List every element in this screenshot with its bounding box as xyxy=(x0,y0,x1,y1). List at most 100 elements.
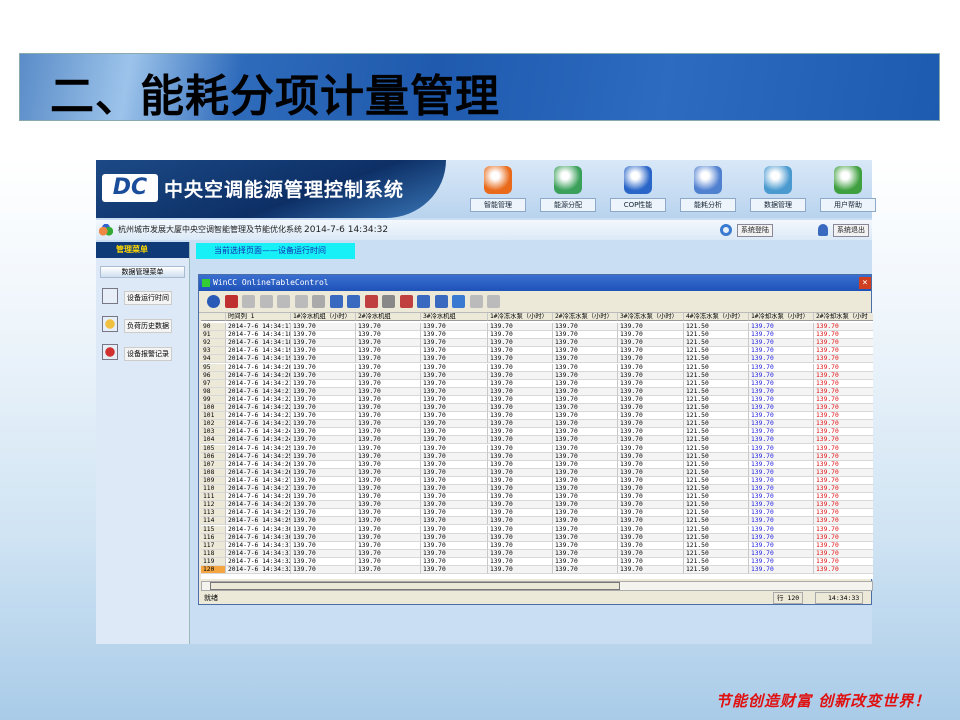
prev-icon[interactable] xyxy=(259,295,273,308)
table-cell: 121.50 xyxy=(684,517,749,526)
table-cell: 139.70 xyxy=(421,476,488,485)
system-login-button[interactable]: 系统登陆 xyxy=(737,224,773,237)
table-cell: 139.70 xyxy=(356,379,421,388)
table-cell: 139.70 xyxy=(553,436,618,445)
table-cell: 139.70 xyxy=(291,444,356,453)
help-icon[interactable] xyxy=(207,295,220,308)
table-row[interactable]: 97 2014-7-6 14:34:21 139.70 139.70 139.70 139… xyxy=(201,379,873,388)
pause-icon[interactable] xyxy=(434,295,448,308)
table-row[interactable]: 110 2014-7-6 14:34:27 139.70 139.70 139.70 13… xyxy=(201,485,873,494)
table-cell: 139.70 xyxy=(421,331,488,340)
table-cell: 139.70 xyxy=(291,493,356,502)
table-row[interactable]: 99 2014-7-6 14:34:22 139.70 139.70 139.70 139… xyxy=(201,395,873,404)
edit-icon[interactable] xyxy=(312,295,325,308)
column-header: 2#冷冻水泵（小时） xyxy=(553,313,618,322)
row-number: 91 xyxy=(201,331,226,340)
table-row[interactable]: 105 2014-7-6 14:34:25 139.70 139.70 139.70 13… xyxy=(201,444,873,453)
table-cell: 139.70 xyxy=(618,379,684,388)
table-cell: 139.70 xyxy=(291,347,356,356)
table-cell: 139.70 xyxy=(291,436,356,445)
table-row[interactable]: 107 2014-7-6 14:34:26 139.70 139.70 139.70 13… xyxy=(201,460,873,469)
table-row[interactable]: 103 2014-7-6 14:34:24 139.70 139.70 139.70 13… xyxy=(201,428,873,437)
table-row[interactable]: 104 2014-7-6 14:34:24 139.70 139.70 139.70 13… xyxy=(201,436,873,445)
sidebar-item-2[interactable]: 设备报警记录 xyxy=(96,340,189,368)
window-title-bar[interactable]: WinCC OnlineTableControl × xyxy=(199,275,871,291)
table-row[interactable]: 98 2014-7-6 14:34:21 139.70 139.70 139.70 139… xyxy=(201,387,873,396)
user-icon xyxy=(818,224,828,236)
scrollbar-thumb[interactable] xyxy=(210,582,620,590)
copy-icon[interactable] xyxy=(329,295,343,308)
table-row[interactable]: 115 2014-7-6 14:34:30 139.70 139.70 139.70 13… xyxy=(201,525,873,534)
table-row[interactable]: 101 2014-7-6 14:34:23 139.70 139.70 139.70 13… xyxy=(201,412,873,421)
nav-item-3[interactable]: 能耗分析 xyxy=(680,166,736,212)
table-row[interactable]: 92 2014-7-6 14:34:18 139.70 139.70 139.70 139… xyxy=(201,339,873,348)
columns-icon[interactable] xyxy=(347,295,360,308)
app-header: DC 中央空调能源管理控制系统 智能管理 能源分配 COP性能 能耗分析 数据管理 用户帮… xyxy=(96,160,876,218)
table-cell: 139.70 xyxy=(749,452,814,461)
range-icon[interactable] xyxy=(487,295,500,308)
row-number: 102 xyxy=(201,420,226,429)
status-bar: 就绪 行 120 14:34:33 xyxy=(201,592,873,604)
system-logout-button[interactable]: 系统退出 xyxy=(833,224,869,237)
nav-item-5[interactable]: 用户帮助 xyxy=(820,166,876,212)
table-cell: 139.70 xyxy=(291,509,356,518)
config-icon[interactable] xyxy=(224,295,238,308)
table-cell: 139.70 xyxy=(291,363,356,372)
table-row[interactable]: 111 2014-7-6 14:34:28 139.70 139.70 139.70 13… xyxy=(201,493,873,502)
table-row[interactable]: 106 2014-7-6 14:34:25 139.70 139.70 139.70 13… xyxy=(201,452,873,461)
next-icon[interactable] xyxy=(277,295,290,308)
table-cell: 139.70 xyxy=(488,436,553,445)
table-cell: 2014-7-6 14:34:21 xyxy=(226,387,291,396)
table-cell: 139.70 xyxy=(356,355,421,364)
select-icon[interactable] xyxy=(364,295,378,308)
table-cell: 139.70 xyxy=(814,485,873,494)
close-button[interactable]: × xyxy=(859,277,871,289)
table-row[interactable]: 120 2014-7-6 14:34:32 139.70 139.70 139.70 13… xyxy=(201,566,873,575)
nav-item-0[interactable]: 智能管理 xyxy=(470,166,526,212)
table-row[interactable]: 91 2014-7-6 14:34:18 139.70 139.70 139.70 139… xyxy=(201,331,873,340)
bracket-icon[interactable] xyxy=(469,295,483,308)
table-row[interactable]: 117 2014-7-6 14:34:31 139.70 139.70 139.70 13… xyxy=(201,541,873,550)
first-icon[interactable] xyxy=(242,295,255,308)
last-icon[interactable] xyxy=(294,295,308,308)
table-row[interactable]: 95 2014-7-6 14:34:20 139.70 139.70 139.70 139… xyxy=(201,363,873,372)
table-row[interactable]: 113 2014-7-6 14:34:29 139.70 139.70 139.70 13… xyxy=(201,509,873,518)
nav-item-2[interactable]: COP性能 xyxy=(610,166,666,212)
table-cell: 139.70 xyxy=(553,566,618,575)
nav-item-1[interactable]: 能源分配 xyxy=(540,166,596,212)
table-row[interactable]: 119 2014-7-6 14:34:32 139.70 139.70 139.70 13… xyxy=(201,557,873,566)
table-row[interactable]: 114 2014-7-6 14:34:29 139.70 139.70 139.70 13… xyxy=(201,517,873,526)
nav-item-4[interactable]: 数据管理 xyxy=(750,166,806,212)
table-row[interactable]: 118 2014-7-6 14:34:31 139.70 139.70 139.70 13… xyxy=(201,549,873,558)
table-row[interactable]: 90 2014-7-6 14:34:17 139.70 139.70 139.70 139… xyxy=(201,323,873,332)
row-number: 90 xyxy=(201,323,226,332)
table-row[interactable]: 109 2014-7-6 14:34:27 139.70 139.70 139.70 13… xyxy=(201,476,873,485)
table-cell: 139.70 xyxy=(356,533,421,542)
table-cell: 139.70 xyxy=(553,395,618,404)
table-cell: 139.70 xyxy=(618,541,684,550)
export-left-icon[interactable] xyxy=(399,295,413,308)
sidebar-item-1[interactable]: 负荷历史数据 xyxy=(96,312,189,340)
table-cell: 139.70 xyxy=(553,420,618,429)
sidebar-title: 管理菜单 xyxy=(96,242,189,258)
table-row[interactable]: 116 2014-7-6 14:34:30 139.70 139.70 139.70 13… xyxy=(201,533,873,542)
table-cell: 139.70 xyxy=(291,323,356,332)
table-cell: 139.70 xyxy=(749,379,814,388)
table-row[interactable]: 96 2014-7-6 14:34:20 139.70 139.70 139.70 139… xyxy=(201,371,873,380)
table-row[interactable]: 94 2014-7-6 14:34:19 139.70 139.70 139.70 139… xyxy=(201,355,873,364)
table-cell: 2014-7-6 14:34:24 xyxy=(226,436,291,445)
sidebar-item-0[interactable]: 设备运行时间 xyxy=(96,284,189,312)
table-row[interactable]: 112 2014-7-6 14:34:28 139.70 139.70 139.70 13… xyxy=(201,501,873,510)
slide-title-banner: 二、能耗分项计量管理 xyxy=(19,53,940,122)
table-cell: 139.70 xyxy=(291,549,356,558)
table-row[interactable]: 93 2014-7-6 14:34:19 139.70 139.70 139.70 139… xyxy=(201,347,873,356)
timer-icon[interactable] xyxy=(382,295,395,308)
table-row[interactable]: 100 2014-7-6 14:34:22 139.70 139.70 139.70 13… xyxy=(201,404,873,413)
horizontal-scrollbar[interactable] xyxy=(201,581,873,591)
table-cell: 139.70 xyxy=(814,542,873,550)
table-row[interactable]: 102 2014-7-6 14:34:23 139.70 139.70 139.70 13… xyxy=(201,420,873,429)
print-icon[interactable] xyxy=(452,295,465,308)
export-right-icon[interactable] xyxy=(417,295,430,308)
table-cell: 139.70 xyxy=(488,541,553,550)
table-row[interactable]: 108 2014-7-6 14:34:26 139.70 139.70 139.70 13… xyxy=(201,468,873,477)
